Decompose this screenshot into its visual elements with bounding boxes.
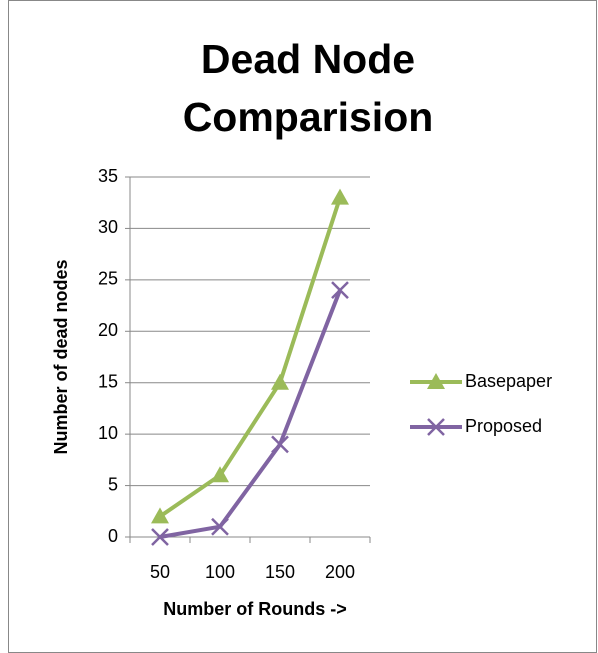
data-point [271, 373, 289, 390]
data-point [211, 466, 229, 483]
legend-label: Basepaper [465, 371, 552, 391]
data-point [211, 517, 229, 536]
y-tick-label: 0 [108, 526, 118, 546]
data-point [151, 507, 169, 524]
legend-marker [427, 373, 445, 389]
x-tick-label: 150 [265, 562, 295, 582]
data-point [271, 435, 289, 454]
x-axis-label: Number of Rounds -> [163, 599, 347, 619]
y-tick-label: 10 [98, 423, 118, 443]
x-tick-label: 50 [150, 562, 170, 582]
y-tick-label: 20 [98, 320, 118, 340]
y-tick-label: 15 [98, 371, 118, 391]
y-tick-label: 5 [108, 474, 118, 494]
x-tick-label: 200 [325, 562, 355, 582]
series-line [159, 289, 342, 539]
x-tick-label: 100 [205, 562, 235, 582]
y-tick-label: 25 [98, 269, 118, 289]
data-point [151, 528, 169, 546]
legend-label: Proposed [465, 416, 542, 436]
legend-marker [427, 418, 445, 436]
y-tick-label: 35 [98, 166, 118, 186]
data-point [331, 281, 349, 300]
y-tick-label: 30 [98, 217, 118, 237]
series-line [158, 196, 342, 519]
data-point [331, 188, 349, 205]
y-axis-label: Number of dead nodes [51, 259, 71, 454]
chart-title: Dead Node Comparision [182, 36, 434, 140]
